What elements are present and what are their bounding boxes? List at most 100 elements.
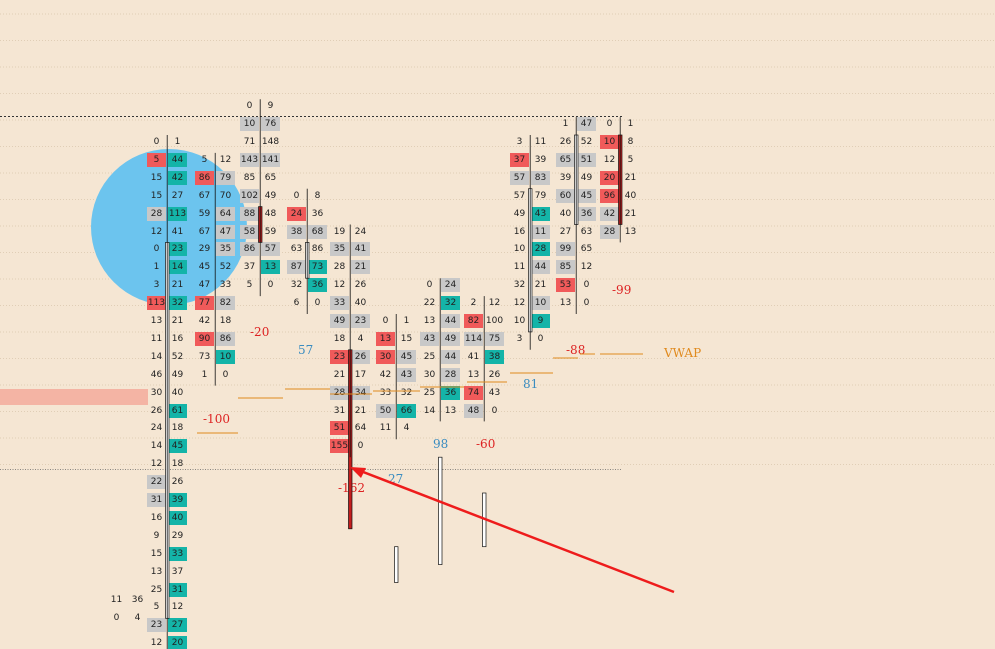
- ask-volume-cell: 21: [171, 280, 184, 291]
- bid-volume-cell: 19: [333, 226, 346, 237]
- bid-volume-cell: 114: [464, 331, 483, 346]
- bid-volume-cell: 0: [153, 137, 160, 147]
- ask-volume-cell: 43: [397, 367, 416, 382]
- bid-volume-cell: 10: [513, 316, 526, 326]
- bid-volume-cell: 40: [559, 208, 572, 219]
- bid-volume-cell: 3: [516, 137, 523, 147]
- ask-volume-cell: 76: [261, 117, 280, 132]
- bid-volume-cell: 15: [150, 548, 163, 559]
- bid-volume-cell: 6: [293, 298, 300, 309]
- ask-volume-cell: 49: [264, 190, 277, 201]
- bid-volume-cell: 77: [195, 296, 214, 311]
- ask-volume-cell: 48: [264, 208, 277, 219]
- bid-volume-cell: 20: [600, 170, 619, 185]
- delta-label: 57: [298, 343, 314, 357]
- ask-volume-cell: 66: [397, 403, 416, 418]
- ask-volume-cell: 36: [131, 595, 144, 606]
- ask-volume-cell: 44: [441, 314, 460, 328]
- ask-volume-cell: 35: [216, 242, 235, 257]
- bid-volume-cell: 25: [150, 584, 163, 595]
- ask-volume-cell: 75: [485, 331, 504, 346]
- ask-volume-cell: 0: [491, 405, 498, 416]
- bid-volume-cell: 5: [153, 602, 160, 613]
- bid-volume-cell: 18: [333, 333, 346, 344]
- bid-volume-cell: 74: [464, 385, 483, 400]
- ask-volume-cell: 4: [134, 613, 141, 624]
- ask-volume-cell: 31: [168, 582, 187, 597]
- bid-volume-cell: 42: [198, 316, 211, 326]
- bid-volume-cell: 22: [147, 475, 166, 490]
- ask-volume-cell: 73: [308, 260, 327, 275]
- bid-volume-cell: 33: [379, 387, 392, 398]
- bid-volume-cell: 12: [603, 154, 616, 165]
- ask-volume-cell: 10: [531, 296, 550, 311]
- bid-volume-cell: 29: [198, 244, 211, 255]
- ask-volume-cell: 65: [264, 172, 277, 183]
- bid-volume-cell: 60: [556, 188, 575, 203]
- bid-volume-cell: 12: [150, 226, 163, 237]
- bid-volume-cell: 43: [420, 331, 439, 346]
- ask-volume-cell: 8: [314, 190, 321, 201]
- ask-volume-cell: 36: [308, 278, 327, 293]
- bid-volume-cell: 1: [562, 119, 569, 130]
- bid-volume-cell: 87: [287, 260, 306, 275]
- bid-volume-cell: 46: [150, 369, 163, 380]
- ask-volume-cell: 12: [580, 262, 593, 273]
- bid-volume-cell: 49: [330, 314, 349, 328]
- ask-volume-cell: 36: [441, 385, 460, 400]
- vwap-label: VWAP: [664, 346, 702, 360]
- bid-volume-cell: 51: [330, 421, 349, 436]
- bid-volume-cell: 5: [201, 154, 208, 165]
- ask-volume-cell: 113: [168, 206, 187, 221]
- ask-volume-cell: 52: [171, 351, 184, 362]
- bid-volume-cell: 26: [559, 137, 572, 147]
- bid-volume-cell: 12: [150, 459, 163, 470]
- bid-volume-cell: 5: [147, 152, 166, 167]
- bid-volume-cell: 5: [246, 280, 253, 291]
- ask-volume-cell: 27: [171, 190, 184, 201]
- ask-volume-cell: 18: [171, 423, 184, 434]
- bid-volume-cell: 11: [513, 262, 526, 273]
- bid-volume-cell: 16: [150, 512, 163, 523]
- ask-volume-cell: 47: [577, 117, 596, 132]
- bid-volume-cell: 0: [606, 119, 613, 130]
- ask-volume-cell: 24: [441, 278, 460, 293]
- ask-volume-cell: 24: [354, 226, 367, 237]
- delta-label: 98: [433, 437, 449, 451]
- ask-volume-cell: 45: [577, 188, 596, 203]
- candle-body: [394, 546, 399, 583]
- ask-volume-cell: 4: [403, 423, 410, 434]
- ask-volume-cell: 52: [580, 137, 593, 147]
- delta-label: -99: [612, 283, 632, 297]
- bid-volume-cell: 113: [147, 296, 166, 311]
- bid-volume-cell: 11: [110, 595, 123, 606]
- bid-volume-cell: 10: [240, 117, 259, 132]
- ask-volume-cell: 9: [531, 314, 550, 328]
- bid-volume-cell: 10: [513, 244, 526, 255]
- bid-volume-cell: 12: [333, 280, 346, 291]
- bid-volume-cell: 28: [600, 224, 619, 239]
- ask-volume-cell: 21: [624, 172, 637, 183]
- ask-volume-cell: 21: [624, 208, 637, 219]
- ask-volume-cell: 70: [219, 190, 232, 201]
- ask-volume-cell: 36: [577, 206, 596, 221]
- bid-volume-cell: 13: [150, 316, 163, 326]
- bid-volume-cell: 3: [153, 280, 160, 291]
- bid-volume-cell: 155: [330, 439, 349, 454]
- bid-volume-cell: 0: [382, 316, 389, 326]
- bid-volume-cell: 24: [150, 423, 163, 434]
- ask-volume-cell: 0: [583, 280, 590, 291]
- bid-volume-cell: 37: [243, 262, 256, 273]
- bid-volume-cell: 24: [287, 206, 306, 221]
- ask-volume-cell: 51: [577, 152, 596, 167]
- bid-volume-cell: 50: [376, 403, 395, 418]
- ask-volume-cell: 21: [354, 405, 367, 416]
- bid-volume-cell: 96: [600, 188, 619, 203]
- bid-volume-cell: 53: [556, 278, 575, 293]
- bid-volume-cell: 13: [559, 298, 572, 309]
- ask-volume-cell: 28: [531, 242, 550, 257]
- bid-volume-cell: 0: [426, 280, 433, 291]
- ask-volume-cell: 23: [168, 242, 187, 257]
- ask-volume-cell: 0: [314, 298, 321, 309]
